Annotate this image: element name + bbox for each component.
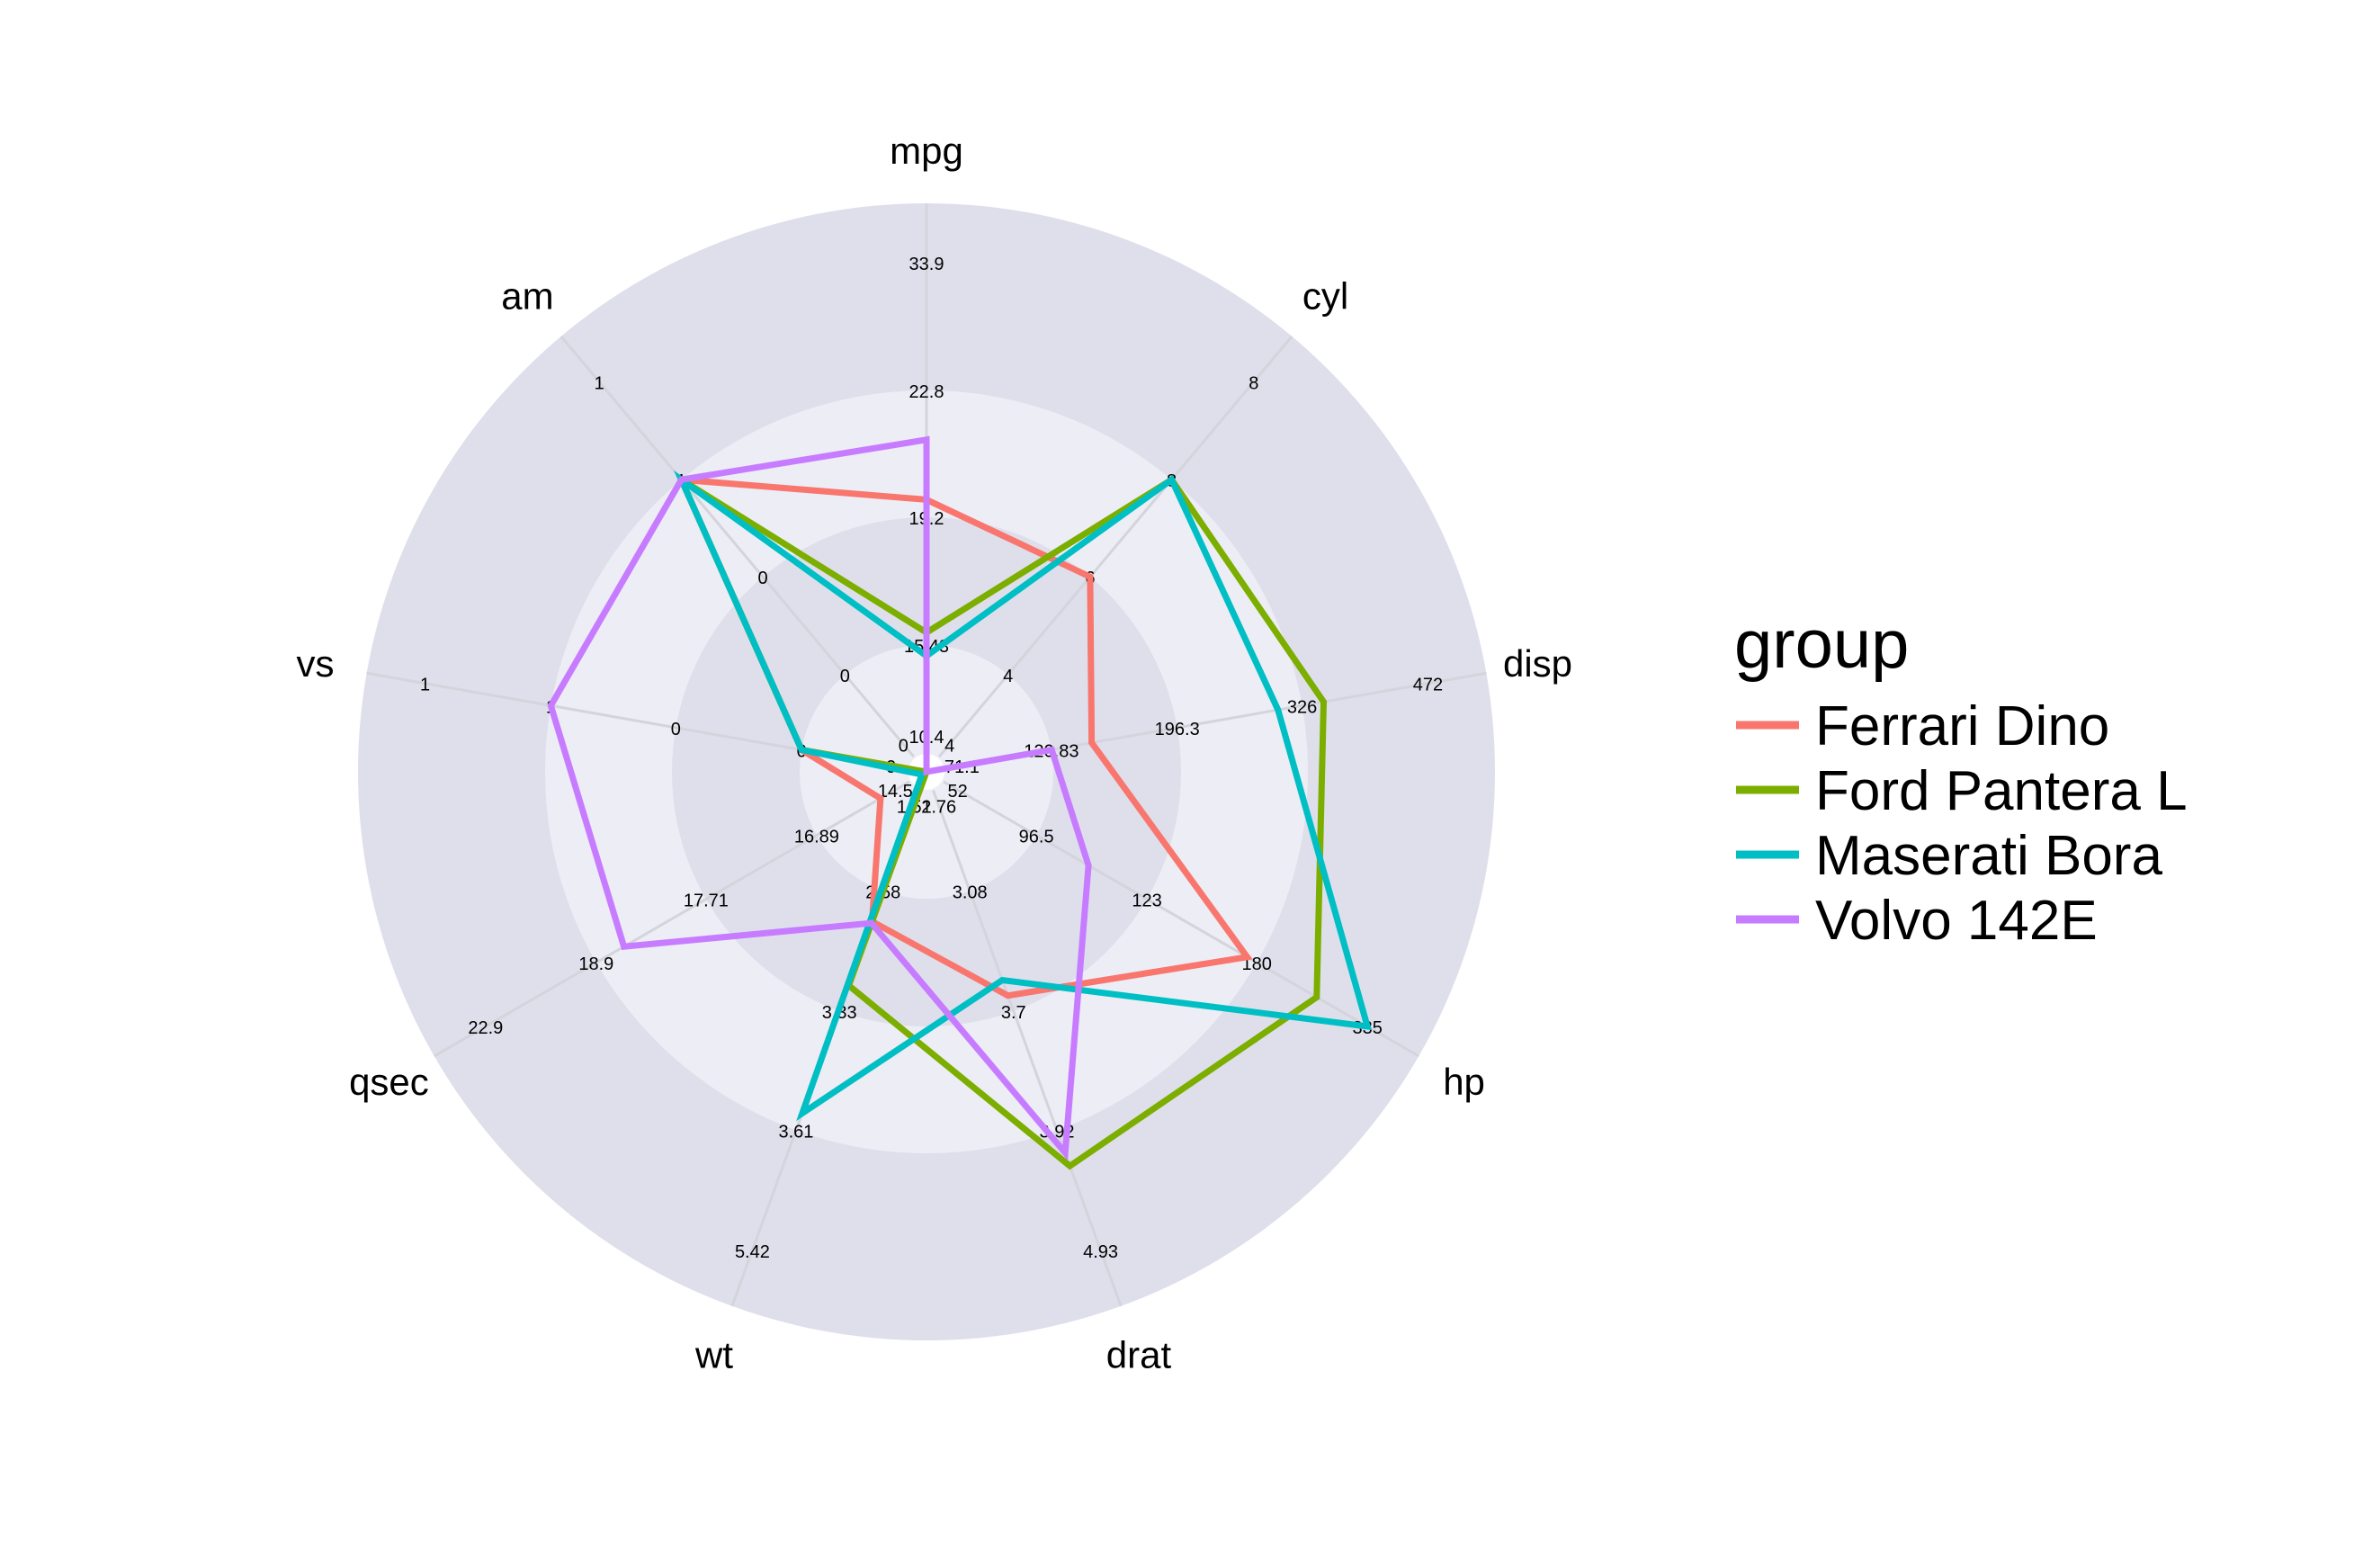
legend-title: group — [1734, 606, 1909, 683]
tick-label-am-1: 0 — [840, 667, 850, 686]
tick-label-qsec-0: 14.5 — [878, 782, 913, 802]
tick-label-hp-0: 52 — [948, 782, 968, 802]
axis-label-vs: vs — [296, 642, 334, 685]
tick-label-mpg-3: 22.8 — [909, 382, 944, 402]
series-line-3 — [547, 435, 1092, 1161]
tick-label-hp-2: 123 — [1132, 892, 1161, 911]
tick-label-am-2: 0 — [758, 569, 768, 588]
tick-label-drat-4: 4.93 — [1083, 1242, 1118, 1262]
axis-label-qsec: qsec — [349, 1061, 429, 1103]
spoke-cyl — [937, 335, 1293, 758]
axis-label-mpg: mpg — [890, 130, 963, 172]
tick-label-disp-2: 196.3 — [1155, 720, 1200, 739]
legend-label-3: Volvo 142E — [1815, 890, 2098, 952]
tick-label-cyl-0: 4 — [944, 736, 954, 756]
tick-label-drat-2: 3.7 — [1001, 1003, 1026, 1023]
spoke-am — [559, 335, 916, 758]
tick-label-mpg-4: 33.9 — [909, 255, 944, 274]
axis-label-hp: hp — [1443, 1061, 1485, 1103]
tick-label-qsec-4: 22.9 — [468, 1018, 503, 1038]
spoke-qsec — [433, 780, 910, 1058]
axis-label-disp: disp — [1503, 642, 1572, 685]
series-line-2 — [674, 470, 1373, 1122]
axis-label-wt: wt — [694, 1333, 733, 1375]
axis-label-cyl: cyl — [1302, 274, 1348, 317]
radar-axis-labels: mpg cyl disp hp drat wt qsec vs am — [296, 130, 1572, 1375]
tick-label-cyl-4: 8 — [1249, 373, 1258, 393]
tick-label-am-4: 1 — [595, 373, 604, 393]
tick-label-qsec-3: 18.9 — [578, 954, 613, 974]
legend-label-1: Ford Pantera L — [1815, 760, 2188, 822]
axis-label-drat: drat — [1106, 1333, 1172, 1375]
legend-label-0: Ferrari Dino — [1815, 695, 2109, 757]
tick-label-disp-3: 326 — [1287, 697, 1317, 717]
tick-label-wt-4: 5.42 — [735, 1242, 770, 1262]
tick-label-drat-1: 3.08 — [953, 883, 988, 902]
tick-label-qsec-2: 17.71 — [684, 892, 729, 911]
spoke-hp — [943, 780, 1420, 1058]
legend-label-2: Maserati Bora — [1815, 825, 2162, 887]
tick-label-vs-4: 1 — [420, 676, 430, 695]
tick-label-qsec-1: 16.89 — [794, 828, 839, 847]
tick-label-vs-2: 0 — [671, 720, 681, 739]
tick-label-drat-0: 2.76 — [921, 798, 956, 818]
tick-label-hp-1: 96.5 — [1019, 828, 1054, 847]
tick-label-am-0: 0 — [899, 736, 909, 756]
tick-label-cyl-1: 4 — [1003, 667, 1013, 686]
axis-label-am: am — [501, 274, 553, 317]
radar-series — [547, 435, 1373, 1170]
spoke-drat — [932, 790, 1123, 1307]
tick-label-disp-4: 472 — [1413, 676, 1443, 695]
tick-label-wt-3: 3.61 — [779, 1122, 814, 1142]
